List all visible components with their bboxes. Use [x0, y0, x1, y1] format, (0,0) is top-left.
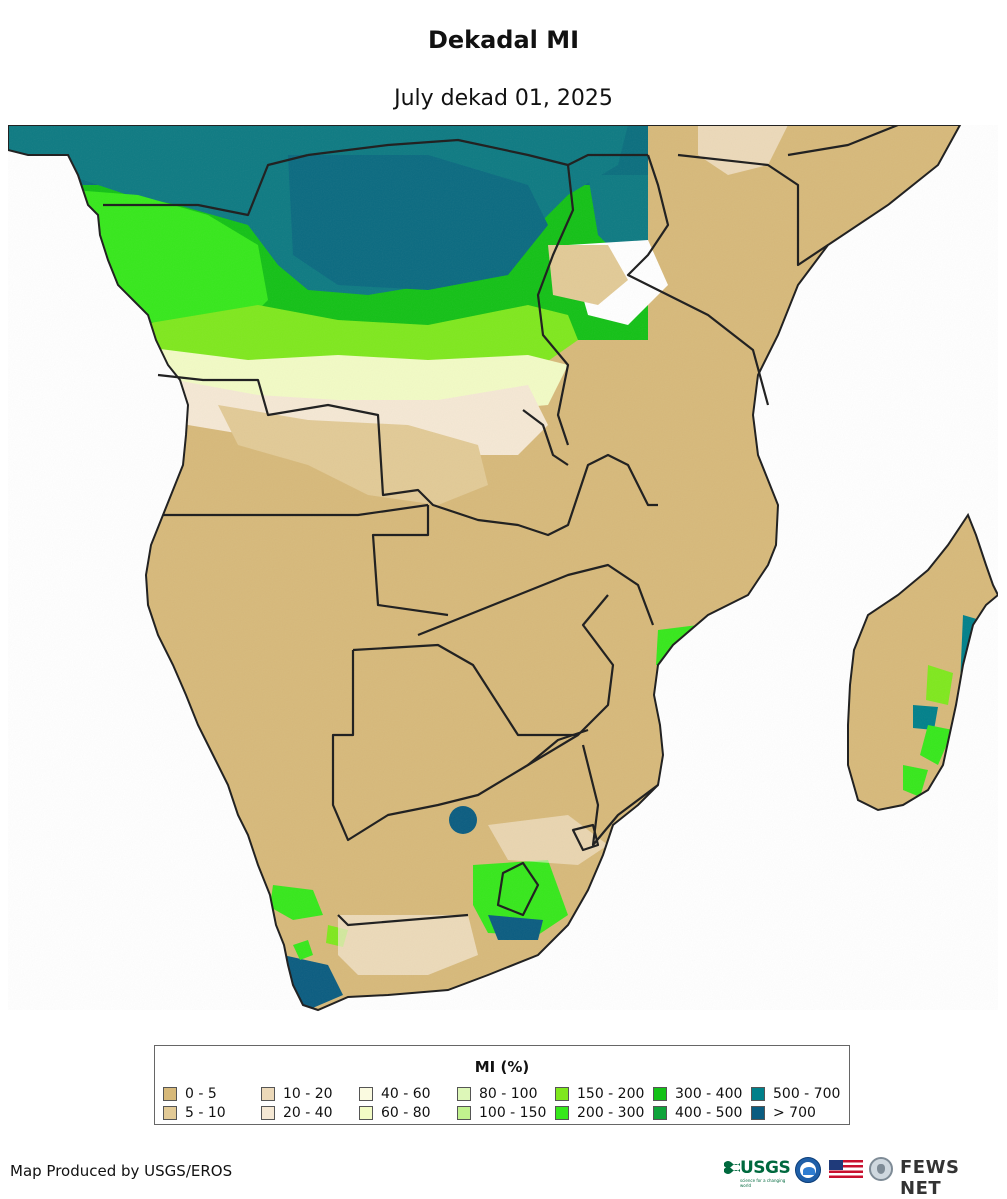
legend-swatch — [457, 1087, 471, 1101]
map-title: Dekadal MI — [427, 26, 580, 54]
legend-item: 200 - 300 — [555, 1105, 644, 1121]
usgs-wave-icon — [724, 1161, 740, 1174]
legend-label: 10 - 20 — [283, 1086, 333, 1102]
legend-label: 300 - 400 — [675, 1086, 743, 1102]
legend-swatch — [555, 1106, 569, 1120]
us-flag-icon — [829, 1160, 863, 1178]
legend-label: 80 - 100 — [479, 1086, 538, 1102]
legend-swatch — [261, 1106, 275, 1120]
legend: MI (%) 0 - 5 5 - 10 10 - 20 20 - 40 40 -… — [154, 1045, 850, 1125]
legend-label: 500 - 700 — [773, 1086, 841, 1102]
legend-label: 200 - 300 — [577, 1105, 645, 1121]
legend-item: 150 - 200 — [555, 1086, 644, 1102]
legend-label: > 700 — [773, 1105, 816, 1121]
usgs-wordmark: USGS — [740, 1158, 791, 1178]
legend-label: 40 - 60 — [381, 1086, 431, 1102]
legend-swatch — [359, 1087, 373, 1101]
fews-net-logo: FEWS NET — [900, 1157, 960, 1199]
legend-item: 100 - 150 — [457, 1105, 546, 1121]
mi-map — [8, 125, 998, 1011]
legend-item: 40 - 60 — [359, 1086, 431, 1102]
legend-label: 60 - 80 — [381, 1105, 431, 1121]
legend-swatch — [751, 1106, 765, 1120]
legend-item: 10 - 20 — [261, 1086, 333, 1102]
legend-swatch — [653, 1106, 667, 1120]
legend-item: 20 - 40 — [261, 1105, 333, 1121]
legend-label: 150 - 200 — [577, 1086, 645, 1102]
legend-swatch — [751, 1087, 765, 1101]
legend-label: 20 - 40 — [283, 1105, 333, 1121]
legend-swatch — [555, 1087, 569, 1101]
legend-label: 0 - 5 — [185, 1086, 217, 1102]
usgs-tagline: science for a changing world — [740, 1178, 786, 1188]
legend-label: 400 - 500 — [675, 1105, 743, 1121]
legend-swatch — [163, 1106, 177, 1120]
state-department-seal-icon — [869, 1157, 893, 1181]
logo-bar: USGS science for a changing world FEWS N… — [724, 1155, 999, 1199]
legend-swatch — [163, 1087, 177, 1101]
legend-item: 0 - 5 — [163, 1086, 217, 1102]
legend-swatch — [653, 1087, 667, 1101]
legend-swatch — [457, 1106, 471, 1120]
noaa-logo-icon — [795, 1157, 821, 1183]
legend-item: 400 - 500 — [653, 1105, 742, 1121]
map-subtitle: July dekad 01, 2025 — [394, 86, 613, 111]
usgs-logo: USGS science for a changing world — [724, 1158, 791, 1188]
legend-title: MI (%) — [474, 1058, 530, 1076]
legend-item: 60 - 80 — [359, 1105, 431, 1121]
legend-item: > 700 — [751, 1105, 816, 1121]
legend-swatch — [261, 1087, 275, 1101]
legend-item: 5 - 10 — [163, 1105, 226, 1121]
legend-item: 500 - 700 — [751, 1086, 840, 1102]
legend-label: 100 - 150 — [479, 1105, 547, 1121]
map-credit: Map Produced by USGS/EROS — [10, 1162, 233, 1180]
legend-swatch — [359, 1106, 373, 1120]
legend-label: 5 - 10 — [185, 1105, 226, 1121]
legend-item: 80 - 100 — [457, 1086, 538, 1102]
legend-item: 300 - 400 — [653, 1086, 742, 1102]
